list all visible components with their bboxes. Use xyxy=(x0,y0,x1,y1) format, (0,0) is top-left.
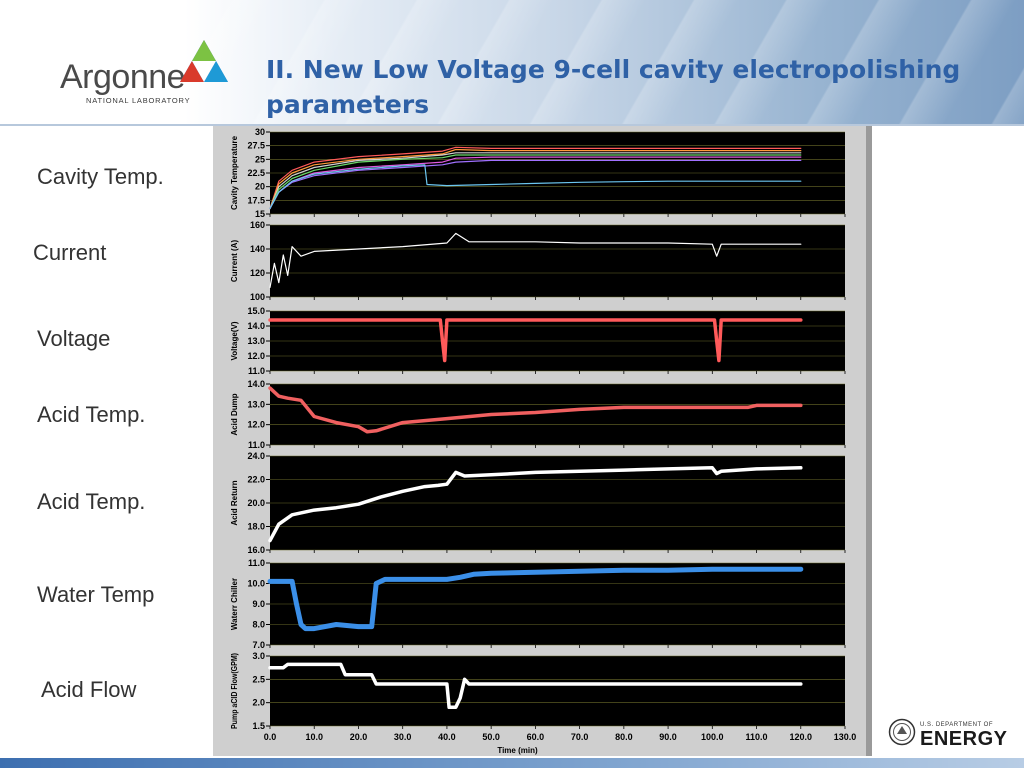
panel-0-ytick-label: 25 xyxy=(255,154,265,164)
panel-1-ytick-label: 160 xyxy=(250,220,265,230)
panel-5-ytick-label: 9.0 xyxy=(252,599,265,609)
panel-2-ytick-label: 15.0 xyxy=(247,306,265,316)
doe-logo-small-text: U.S. DEPARTMENT OF xyxy=(920,722,994,728)
panel-1-plot-area xyxy=(270,225,845,297)
panel-0-ytick-label: 30 xyxy=(255,127,265,137)
panel-4-ytick-label: 20.0 xyxy=(247,498,265,508)
doe-seal-icon xyxy=(888,718,916,750)
panel-2-ytick-label: 11.0 xyxy=(248,366,265,376)
panel-1-ytick-label: 140 xyxy=(250,244,265,254)
label-water-temp: Water Temp xyxy=(37,582,155,607)
panel-5-ytick-label: 10.0 xyxy=(247,579,265,589)
panel-4-ytick-label: 24.0 xyxy=(247,451,265,461)
panel-1: 160 140 120 100 Current (A) xyxy=(230,220,846,302)
panel-3-ytick-label: 13.0 xyxy=(247,399,265,409)
panel-2-ytick-label: 13.0 xyxy=(247,336,265,346)
panel-3-ylabel: Acid Dump xyxy=(230,393,239,435)
panel-0-ylabel: Cavity Temperature xyxy=(230,135,239,210)
label-acid-temp-dump: Acid Temp. xyxy=(37,402,146,427)
label-acid-flow: Acid Flow xyxy=(41,677,137,702)
label-cavity-temp: Cavity Temp. xyxy=(37,164,164,189)
xtick-label: 40.0 xyxy=(438,732,456,742)
footer-band xyxy=(0,758,1024,768)
header-band xyxy=(0,0,1024,124)
panel-3-ytick-label: 11.0 xyxy=(248,440,265,450)
panel-0-series-5 xyxy=(269,159,802,210)
panel-3: 14.0 13.0 12.0 11.0 Acid Dump xyxy=(230,379,846,450)
panel-0-series-2 xyxy=(269,152,802,210)
panel-4: 24.0 22.0 20.0 18.0 16.0 Acid Return xyxy=(230,451,846,555)
panel-6-ytick-label: 2.5 xyxy=(252,674,265,684)
panel-1-ylabel: Current (A) xyxy=(230,240,239,283)
xtick-label: 80.0 xyxy=(615,732,633,742)
argonne-logo-icon xyxy=(180,40,228,82)
panel-6: 3.0 2.5 2.0 1.5 Pump aCID Flow(GPM) xyxy=(230,651,846,731)
xtick-label: 110.0 xyxy=(746,732,768,742)
header-decoration xyxy=(0,0,1024,124)
xtick-label: 130.0 xyxy=(834,732,857,742)
panel-1-series-0 xyxy=(269,232,802,288)
argonne-logo-text: Argonne xyxy=(60,58,186,96)
panel-0: 30 27.5 25 22.5 20 17.5 15 Cavity Temperature xyxy=(230,127,846,219)
xtick-label: 10.0 xyxy=(305,732,323,742)
panel-6-ytick-label: 2.0 xyxy=(252,698,265,708)
panel-5: 11.0 10.0 9.0 8.0 7.0 Waterr Chiller xyxy=(230,558,846,650)
header-divider xyxy=(0,124,1024,126)
panel-0-ytick-label: 27.5 xyxy=(247,141,265,151)
panel-6-series-0 xyxy=(268,662,803,710)
xtick-label: 60.0 xyxy=(527,732,545,742)
xtick-label: 70.0 xyxy=(571,732,589,742)
xtick-label: 30.0 xyxy=(394,732,412,742)
panel-5-series-0 xyxy=(267,566,804,632)
panel-2-ytick-label: 12.0 xyxy=(247,351,265,361)
xtick-label: 90.0 xyxy=(659,732,677,742)
panel-0-ytick-label: 15 xyxy=(255,209,265,219)
panel-6-ytick-label: 3.0 xyxy=(252,651,265,661)
panel-6-plot-area xyxy=(270,656,845,726)
panel-2-ylabel: Voltage(V) xyxy=(230,321,239,360)
panel-0-series-1 xyxy=(269,148,802,210)
xtick-label: 20.0 xyxy=(350,732,368,742)
panel-4-ylabel: Acid Return xyxy=(230,480,239,525)
label-voltage: Voltage xyxy=(37,326,111,351)
panel-5-ytick-label: 8.0 xyxy=(252,620,265,630)
panel-3-plot-area xyxy=(270,384,845,445)
x-axis-label: Time (min) xyxy=(497,746,538,755)
argonne-logo-subtitle: NATIONAL LABORATORY xyxy=(86,96,191,105)
panel-2-series-0 xyxy=(268,318,803,363)
panel-4-ytick-label: 22.0 xyxy=(247,475,265,485)
chart-frame-shadow xyxy=(866,126,872,756)
panel-5-ytick-label: 7.0 xyxy=(252,640,265,650)
slide-title: II. New Low Voltage 9-cell cavity electr… xyxy=(266,55,961,119)
panel-1-ytick-label: 120 xyxy=(250,268,265,278)
panel-0-series-3 xyxy=(269,154,802,210)
xtick-label: 50.0 xyxy=(482,732,500,742)
doe-logo-text: ENERGY xyxy=(920,728,1008,750)
panel-3-ytick-label: 12.0 xyxy=(247,420,265,430)
panel-5-ytick-label: 11.0 xyxy=(248,558,265,568)
panel-4-ytick-label: 18.0 xyxy=(247,522,265,532)
panel-3-ytick-label: 14.0 xyxy=(247,379,265,389)
label-acid-temp-return: Acid Temp. xyxy=(37,489,146,514)
panel-4-series-0 xyxy=(268,466,803,543)
xtick-label: 100.0 xyxy=(701,732,724,742)
multi-panel-chart: 30 27.5 25 22.5 20 17.5 15 Cavity Temperature 16… xyxy=(230,127,857,755)
panel-0-series-6 xyxy=(269,164,802,210)
panel-1-ytick-label: 100 xyxy=(250,292,265,302)
panel-0-ytick-label: 17.5 xyxy=(247,195,265,205)
panel-6-ylabel: Pump aCID Flow(GPM) xyxy=(230,653,239,729)
panel-5-ylabel: Waterr Chiller xyxy=(230,578,239,630)
panel-6-ytick-label: 1.5 xyxy=(252,721,265,731)
label-current: Current xyxy=(33,240,107,265)
panel-3-series-0 xyxy=(268,386,803,434)
panel-2: 15.0 14.0 13.0 12.0 11.0 Voltage(V) xyxy=(230,306,846,376)
panel-0-ytick-label: 22.5 xyxy=(247,168,265,178)
panel-2-ytick-label: 14.0 xyxy=(247,321,265,331)
panel-4-ytick-label: 16.0 xyxy=(247,545,265,555)
panel-0-series-0 xyxy=(269,146,802,210)
xtick-label: 120.0 xyxy=(790,732,813,742)
xtick-label: 0.0 xyxy=(264,732,277,742)
panel-0-ytick-label: 20 xyxy=(255,182,265,192)
